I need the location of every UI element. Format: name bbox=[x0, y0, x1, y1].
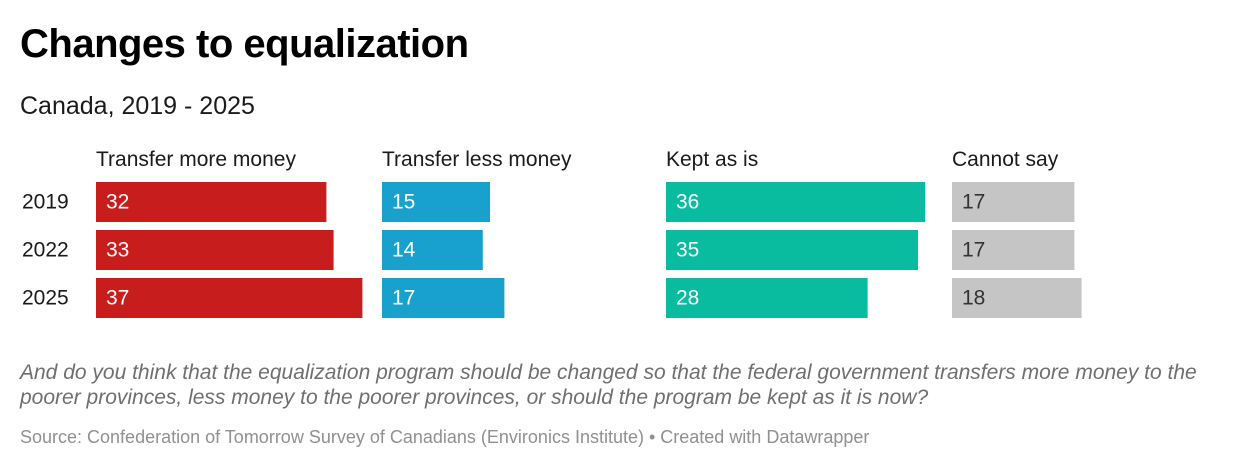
bar bbox=[666, 278, 868, 318]
bar bbox=[382, 278, 505, 318]
data-label: 37 bbox=[106, 287, 129, 310]
column-header: Transfer more money bbox=[96, 148, 296, 171]
data-label: 35 bbox=[676, 239, 699, 262]
data-label: 14 bbox=[392, 239, 416, 262]
row-label: 2022 bbox=[22, 239, 69, 262]
data-label: 28 bbox=[676, 287, 699, 310]
row-label: 2019 bbox=[22, 191, 69, 214]
bar bbox=[96, 230, 334, 270]
bar bbox=[952, 230, 1075, 270]
data-label: 32 bbox=[106, 191, 129, 214]
split-bar-chart: Transfer more money Transfer less money Ke… bbox=[22, 148, 1082, 318]
bar bbox=[952, 182, 1075, 222]
data-label: 36 bbox=[676, 191, 699, 214]
data-label: 17 bbox=[962, 191, 985, 214]
bar bbox=[96, 278, 363, 318]
chart-title: Changes to equalization bbox=[20, 22, 469, 66]
bar bbox=[952, 278, 1082, 318]
bar bbox=[666, 230, 918, 270]
chart-subtitle: Canada, 2019 - 2025 bbox=[20, 92, 255, 120]
data-label: 33 bbox=[106, 239, 129, 262]
data-label: 17 bbox=[392, 287, 415, 310]
chart-notes: And do you think that the equalization p… bbox=[20, 361, 1197, 409]
data-label: 18 bbox=[962, 287, 985, 310]
row-label: 2025 bbox=[22, 287, 69, 310]
bar bbox=[96, 182, 327, 222]
bar bbox=[382, 182, 490, 222]
data-label: 17 bbox=[962, 239, 985, 262]
bar bbox=[382, 230, 483, 270]
column-header: Transfer less money bbox=[382, 148, 572, 171]
column-header: Cannot say bbox=[952, 148, 1059, 171]
chart-source: Source: Confederation of Tomorrow Survey… bbox=[20, 427, 870, 447]
column-header: Kept as is bbox=[666, 148, 758, 171]
bar bbox=[666, 182, 926, 222]
data-label: 15 bbox=[392, 191, 415, 214]
